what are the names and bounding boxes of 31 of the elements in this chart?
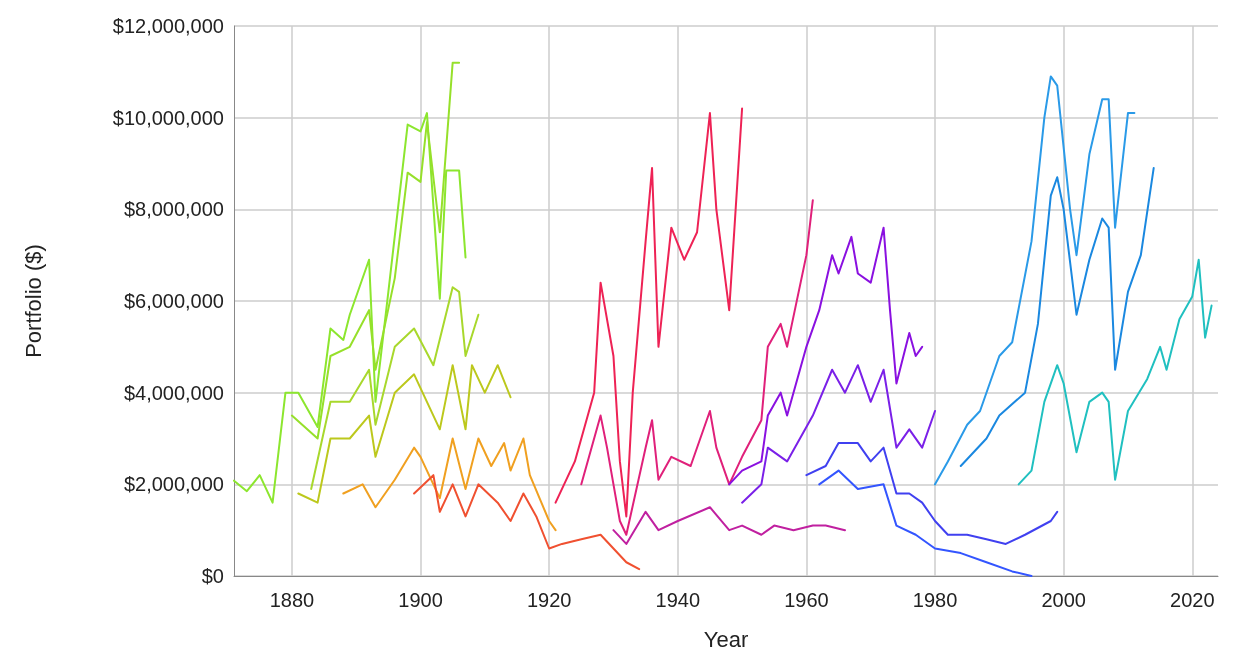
x-tick-label: 2000 bbox=[1041, 589, 1086, 611]
y-tick-label: $6,000,000 bbox=[123, 290, 224, 312]
y-axis-title: Portfolio ($) bbox=[20, 244, 46, 358]
y-tick-label: $10,000,000 bbox=[112, 106, 224, 129]
y-tick-label: $2,000,000 bbox=[123, 473, 224, 496]
x-tick-label: 2020 bbox=[1170, 589, 1215, 611]
line-series bbox=[959, 167, 1155, 467]
x-tick-label: 1980 bbox=[912, 589, 958, 611]
line-series bbox=[310, 286, 480, 490]
x-tick-label: 1880 bbox=[269, 589, 315, 611]
line-series bbox=[728, 226, 924, 486]
x-tick-label: 1940 bbox=[655, 589, 701, 611]
line-series bbox=[342, 437, 557, 532]
y-tick-label: $12,000,000 bbox=[112, 15, 224, 37]
line-series bbox=[818, 469, 1033, 577]
x-tick-label: 1900 bbox=[398, 589, 443, 611]
x-tick-label: 1920 bbox=[526, 589, 572, 611]
line-series bbox=[1017, 258, 1213, 486]
x-tick-label: 1960 bbox=[784, 589, 829, 611]
y-tick-label: $4,000,000 bbox=[123, 381, 224, 404]
line-series bbox=[805, 442, 1059, 545]
y-tick-label: $0 bbox=[201, 565, 224, 587]
line-series bbox=[580, 199, 814, 536]
x-axis-title: Year bbox=[703, 626, 749, 652]
line-series bbox=[554, 107, 744, 518]
line-series bbox=[934, 75, 1136, 486]
line-series bbox=[741, 364, 937, 504]
line-series bbox=[297, 364, 512, 504]
y-tick-label: $8,000,000 bbox=[123, 198, 224, 221]
line-series bbox=[612, 506, 846, 545]
line-series bbox=[413, 474, 641, 571]
